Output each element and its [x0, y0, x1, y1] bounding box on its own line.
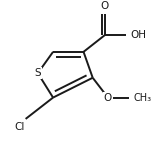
Text: O: O [104, 93, 112, 103]
Text: CH₃: CH₃ [133, 93, 151, 103]
Text: S: S [34, 68, 41, 78]
Text: Cl: Cl [14, 122, 25, 132]
Text: OH: OH [130, 30, 146, 40]
Text: O: O [101, 1, 109, 11]
